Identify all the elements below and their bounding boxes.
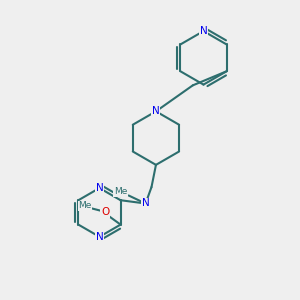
Text: O: O: [101, 207, 109, 217]
Text: Me: Me: [79, 201, 92, 210]
Text: N: N: [200, 26, 207, 36]
Text: N: N: [152, 106, 160, 116]
Text: N: N: [142, 199, 149, 208]
Text: N: N: [96, 232, 103, 242]
Text: Me: Me: [114, 187, 127, 196]
Text: N: N: [96, 183, 103, 193]
